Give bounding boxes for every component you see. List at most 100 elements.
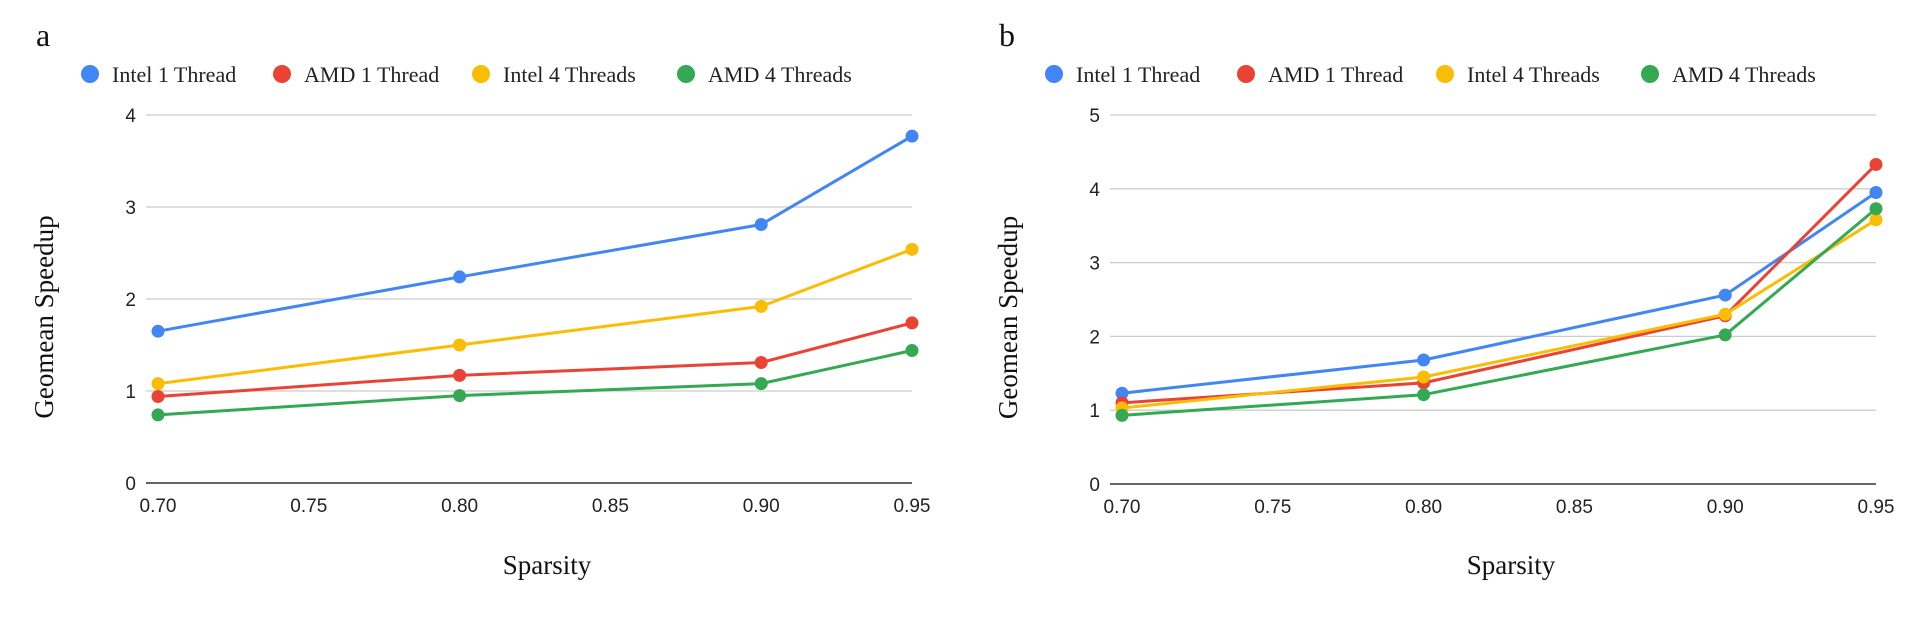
legend-item: Intel 4 Threads [1436,62,1600,87]
legend-label: AMD 4 Threads [1672,62,1816,87]
x-tick-label: 0.95 [894,496,931,517]
legend-item: AMD 1 Thread [1237,62,1403,87]
y-tick-label: 5 [1089,106,1100,127]
legend-label: Intel 4 Threads [1467,62,1600,87]
series-amd-4-threads [151,344,919,422]
series-line [156,134,914,333]
x-tick-label: 0.75 [1254,497,1291,518]
data-point [1718,307,1732,321]
data-point [1869,185,1883,199]
data-point [754,355,768,369]
y-tick-label: 2 [125,290,136,311]
data-point [1718,288,1732,302]
series-intel-1-thread [151,129,919,338]
data-point [1869,202,1883,216]
legend-item: Intel 4 Threads [472,62,636,87]
series-intel-4-threads [1115,213,1883,415]
series-line [1120,162,1878,405]
data-point [1417,388,1431,402]
data-point [1417,370,1431,384]
series-intel-4-threads [151,242,919,391]
chart-panel-b: b 0 1 2 3 4 5 0.70 0.75 0.80 0.85 0.90 0.95 Sparsity G… [993,17,1894,580]
legend-marker [1237,65,1255,83]
data-point [754,299,768,313]
y-tick-label: 4 [1089,180,1100,201]
data-point [151,324,165,338]
y-tick-label: 2 [1089,327,1100,348]
series-amd-1-thread [1115,157,1883,410]
legend-marker [1436,65,1454,83]
x-tick-label: 0.75 [290,496,327,517]
series-line [1120,207,1878,417]
data-point [754,217,768,231]
panel-label: a [36,17,50,53]
data-point [453,338,467,352]
data-point [905,316,919,330]
data-point [1115,386,1129,400]
legend-label: AMD 4 Threads [708,62,852,87]
series-line [1120,218,1878,410]
legend-item: AMD 1 Thread [273,62,439,87]
y-tick-label: 3 [1089,254,1100,275]
x-tick-label: 0.80 [1405,497,1442,518]
y-tick-label: 4 [125,106,136,127]
series-line [1120,190,1878,395]
series-line [156,321,914,399]
data-point [453,270,467,284]
data-point [754,377,768,391]
x-tick-label: 0.90 [1707,497,1744,518]
panel-label: b [999,17,1015,53]
legend: Intel 1 Thread AMD 1 Thread Intel 4 Thread… [1045,62,1816,87]
data-point [453,368,467,382]
y-tick-label: 0 [1089,475,1100,496]
x-tick-label: 0.70 [1104,497,1141,518]
legend-item: AMD 4 Threads [677,62,852,87]
data-point [1417,353,1431,367]
x-tick-label: 0.85 [592,496,629,517]
x-tick-label: 0.70 [140,496,177,517]
series-line [156,349,914,417]
legend-item: AMD 4 Threads [1641,62,1816,87]
y-tick-label: 0 [125,474,136,495]
data-point [453,389,467,403]
data-point [905,129,919,143]
data-point [151,390,165,404]
x-tick-label: 0.80 [441,496,478,517]
legend-marker [677,65,695,83]
legend-marker [81,65,99,83]
x-tick-label: 0.90 [743,496,780,517]
series-amd-4-threads [1115,202,1883,422]
y-axis-label: Geomean Speedup [993,216,1023,419]
legend-marker [1641,65,1659,83]
legend-label: AMD 1 Thread [1268,62,1403,87]
data-point [1115,408,1129,422]
series-line [156,247,914,386]
legend-marker [472,65,490,83]
legend-item: Intel 1 Thread [1045,62,1200,87]
legend-label: AMD 1 Thread [304,62,439,87]
legend: Intel 1 Thread AMD 1 Thread Intel 4 Thread… [81,62,852,87]
x-tick-label: 0.85 [1556,497,1593,518]
x-axis-label: Sparsity [1467,550,1556,580]
data-point [1869,213,1883,227]
data-point [905,344,919,358]
data-point [151,377,165,391]
legend-label: Intel 1 Thread [1076,62,1200,87]
data-point [905,242,919,256]
x-tick-label: 0.95 [1858,497,1895,518]
legend-marker [273,65,291,83]
data-point [1718,328,1732,342]
legend-label: Intel 1 Thread [112,62,236,87]
legend-label: Intel 4 Threads [503,62,636,87]
chart-panel-a: a 0 1 2 3 4 0.70 0.75 0.80 0.85 0.90 0.95 Sparsity Ge… [29,17,930,580]
legend-item: Intel 1 Thread [81,62,236,87]
series-amd-1-thread [151,316,919,404]
data-point [151,408,165,422]
y-tick-label: 3 [125,198,136,219]
series-intel-1-thread [1115,185,1883,400]
x-axis-label: Sparsity [503,550,592,580]
data-point [1869,157,1883,171]
y-tick-label: 1 [125,382,136,403]
y-tick-label: 1 [1089,401,1100,422]
